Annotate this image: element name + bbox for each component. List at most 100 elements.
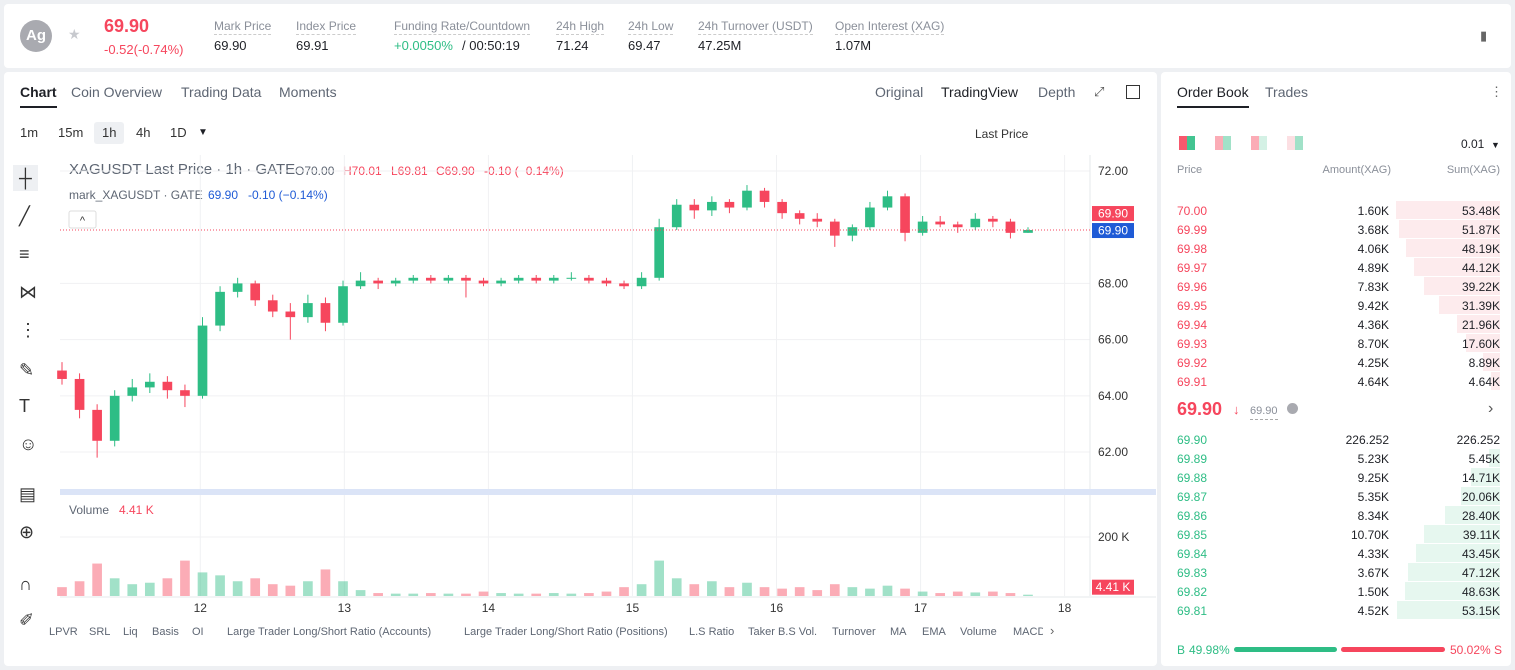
- layout-btn[interactable]: [1179, 136, 1195, 150]
- candle-body: [303, 303, 313, 318]
- indicator[interactable]: Large Trader Long/Short Ratio (Positions…: [464, 626, 668, 638]
- ob-tab[interactable]: Trades: [1265, 84, 1309, 100]
- volume-bar: [794, 587, 805, 596]
- scroll-right[interactable]: ›: [1050, 623, 1055, 638]
- indicator[interactable]: MACD: [1013, 626, 1043, 638]
- ob-amount: 4.06K: [1357, 242, 1389, 256]
- mid-more[interactable]: ›: [1488, 400, 1494, 417]
- volume-bar: [513, 593, 524, 596]
- interval[interactable]: 1h: [94, 122, 125, 144]
- layout-btn[interactable]: [1287, 136, 1303, 150]
- candle-body: [390, 280, 401, 284]
- candle-body: [355, 280, 366, 287]
- draw-tool[interactable]: ⋮: [19, 320, 37, 340]
- volume-bar: [144, 582, 155, 596]
- stat-value: 71.24: [556, 38, 589, 53]
- stat-value: 69.90: [214, 38, 247, 53]
- interval[interactable]: 1D: [170, 125, 187, 140]
- indicator[interactable]: Taker B.S Vol.: [748, 626, 818, 638]
- tab[interactable]: Trading Data: [181, 84, 262, 100]
- draw-tool[interactable]: ∩: [19, 574, 32, 594]
- candle-body: [408, 277, 419, 281]
- ob-tab[interactable]: Order Book: [1177, 84, 1249, 108]
- interval[interactable]: 1m: [20, 125, 39, 140]
- legend-mark-chg: -0.10 (−0.14%): [248, 188, 328, 202]
- draw-tool[interactable]: ╱: [19, 206, 30, 226]
- star[interactable]: ★: [68, 26, 81, 42]
- indicator[interactable]: Basis: [152, 626, 179, 638]
- draw-tool[interactable]: ⋈: [19, 282, 37, 302]
- ob-price: 69.87: [1177, 490, 1208, 504]
- ob-amount: 4.64K: [1357, 375, 1389, 389]
- indicator[interactable]: L.S Ratio: [689, 626, 735, 638]
- indicator[interactable]: LPVR: [49, 626, 78, 638]
- view-tab[interactable]: TradingView: [941, 84, 1019, 100]
- volume-bar: [373, 593, 383, 596]
- volume-bar: [882, 585, 893, 596]
- tab[interactable]: Moments: [279, 84, 337, 100]
- volume-bar: [900, 588, 910, 596]
- tick-caret: ▼: [1491, 140, 1500, 150]
- volume-bar: [285, 585, 296, 596]
- candle-body: [162, 381, 173, 391]
- tab[interactable]: Chart: [20, 84, 57, 108]
- draw-tool[interactable]: ⊕: [19, 522, 35, 542]
- dropdown[interactable]: ▼: [198, 127, 208, 138]
- stat-value: +0.0050%: [394, 38, 453, 53]
- view-tab[interactable]: Original: [875, 84, 924, 100]
- volume-bar: [671, 578, 682, 596]
- draw-tool[interactable]: ✎: [19, 360, 35, 380]
- layout-btn[interactable]: [1251, 136, 1267, 150]
- legend-volume: Volume: [69, 503, 110, 517]
- tick-size[interactable]: 0.01: [1461, 137, 1485, 151]
- candle-body: [601, 280, 612, 284]
- draw-tool[interactable]: ▤: [19, 484, 37, 504]
- ob-price: 69.84: [1177, 547, 1208, 561]
- legend-mark: mark_XAGUSDT · GATE: [69, 188, 203, 202]
- ob-sum: 39.11K: [1462, 528, 1500, 542]
- indicator[interactable]: Turnover: [832, 626, 876, 638]
- interval[interactable]: 4h: [136, 125, 151, 140]
- candle-body: [74, 378, 85, 410]
- indicator[interactable]: EMA: [922, 626, 946, 638]
- volume-bar: [988, 591, 998, 596]
- x-tick-label: 13: [338, 601, 352, 615]
- indicator[interactable]: Large Trader Long/Short Ratio (Accounts): [227, 626, 432, 638]
- draw-tool[interactable]: ┼: [13, 165, 38, 191]
- candle-body: [707, 201, 717, 211]
- stat-extra: / 00:50:19: [462, 38, 520, 53]
- tab[interactable]: Coin Overview: [71, 84, 163, 100]
- volume-bar: [619, 587, 629, 596]
- candle-body: [232, 283, 243, 292]
- menu[interactable]: ⋮: [1490, 84, 1503, 99]
- candle-body: [671, 204, 682, 228]
- draw-tool[interactable]: ✐: [19, 610, 35, 630]
- candle-body: [1005, 221, 1016, 233]
- layout-btn[interactable]: [1215, 136, 1231, 150]
- indicator[interactable]: MA: [890, 626, 907, 638]
- candle-body: [654, 227, 664, 278]
- expand[interactable]: ⤢: [1094, 84, 1105, 99]
- buy-bar: [1234, 647, 1338, 652]
- indicator[interactable]: Liq: [123, 626, 138, 638]
- price-type[interactable]: Last Price: [975, 127, 1029, 141]
- interval[interactable]: 15m: [58, 125, 84, 140]
- indicator[interactable]: SRL: [89, 626, 111, 638]
- ob-amount: 8.34K: [1357, 509, 1389, 523]
- indicator[interactable]: OI: [192, 626, 204, 638]
- volume-bar: [461, 593, 471, 596]
- window[interactable]: [1126, 85, 1140, 99]
- candle-body: [373, 280, 383, 284]
- draw-tool[interactable]: ≡: [19, 244, 30, 264]
- draw-tool[interactable]: ☺: [19, 434, 38, 454]
- indicator[interactable]: Volume: [960, 626, 997, 638]
- view-tab[interactable]: Depth: [1038, 84, 1076, 100]
- draw-tool[interactable]: T: [19, 396, 30, 416]
- icon[interactable]: ▮: [1480, 28, 1488, 43]
- x-tick-label: 17: [914, 601, 928, 615]
- candle-body: [215, 291, 225, 326]
- stat-label: Funding Rate/Countdown: [394, 19, 531, 35]
- candle-body: [970, 218, 981, 228]
- volume-bar: [215, 575, 225, 596]
